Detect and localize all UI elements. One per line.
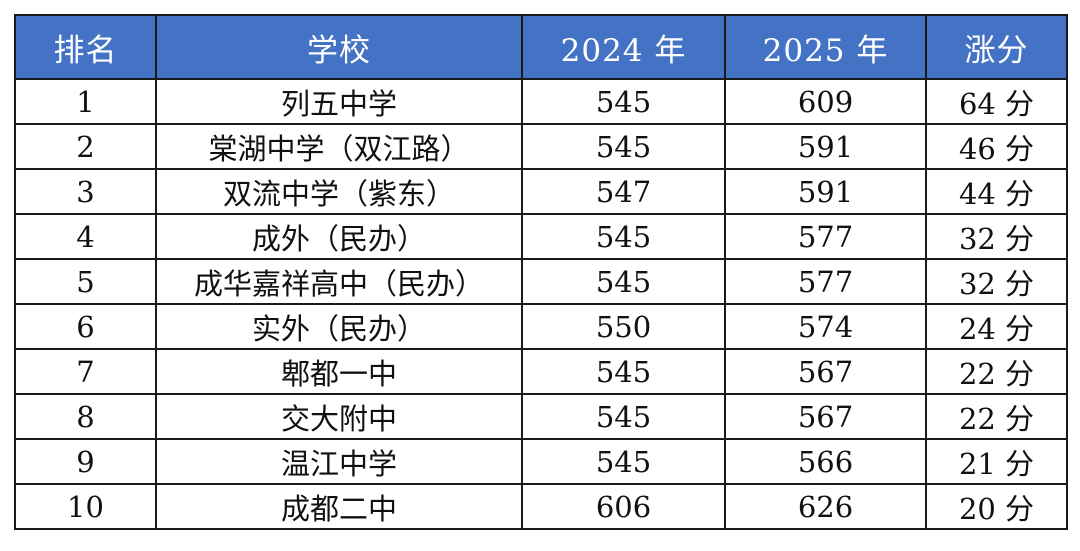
table-header: 排名 学校 2024 年 2025 年 涨分 xyxy=(14,14,1068,80)
table-row: 8 交大附中 545 567 22 分 xyxy=(14,393,1068,440)
header-2025: 2025 年 xyxy=(724,14,927,80)
school-cell: 郫都一中 xyxy=(155,348,523,395)
score-2024-cell: 545 xyxy=(521,258,726,305)
gain-cell: 46 分 xyxy=(925,123,1068,170)
score-2025-cell: 567 xyxy=(724,348,927,395)
score-2025-cell: 566 xyxy=(724,438,927,485)
school-cell: 实外（民办） xyxy=(155,303,523,350)
header-gain: 涨分 xyxy=(925,14,1068,80)
school-cell: 成华嘉祥高中（民办） xyxy=(155,258,523,305)
header-row: 排名 学校 2024 年 2025 年 涨分 xyxy=(14,14,1068,80)
rank-cell: 2 xyxy=(14,123,157,170)
gain-cell: 64 分 xyxy=(925,78,1068,125)
gain-cell: 44 分 xyxy=(925,168,1068,215)
score-table: 排名 学校 2024 年 2025 年 涨分 1 列五中学 545 609 64… xyxy=(14,14,1068,530)
gain-cell: 22 分 xyxy=(925,348,1068,395)
school-cell: 列五中学 xyxy=(155,78,523,125)
table-row: 5 成华嘉祥高中（民办） 545 577 32 分 xyxy=(14,258,1068,305)
gain-cell: 21 分 xyxy=(925,438,1068,485)
score-2025-cell: 591 xyxy=(724,123,927,170)
table-row: 1 列五中学 545 609 64 分 xyxy=(14,78,1068,125)
school-cell: 棠湖中学（双江路） xyxy=(155,123,523,170)
table-row: 4 成外（民办） 545 577 32 分 xyxy=(14,213,1068,260)
score-2025-cell: 609 xyxy=(724,78,927,125)
score-2024-cell: 545 xyxy=(521,213,726,260)
table-body: 1 列五中学 545 609 64 分 2 棠湖中学（双江路） 545 591 … xyxy=(14,78,1068,530)
rank-cell: 8 xyxy=(14,393,157,440)
rank-cell: 9 xyxy=(14,438,157,485)
rank-cell: 6 xyxy=(14,303,157,350)
score-2025-cell: 567 xyxy=(724,393,927,440)
table-row: 3 双流中学（紫东） 547 591 44 分 xyxy=(14,168,1068,215)
table-row: 2 棠湖中学（双江路） 545 591 46 分 xyxy=(14,123,1068,170)
score-2024-cell: 545 xyxy=(521,438,726,485)
table-row: 6 实外（民办） 550 574 24 分 xyxy=(14,303,1068,350)
gain-cell: 24 分 xyxy=(925,303,1068,350)
rank-cell: 1 xyxy=(14,78,157,125)
score-2024-cell: 606 xyxy=(521,483,726,530)
table-row: 10 成都二中 606 626 20 分 xyxy=(14,483,1068,530)
score-2025-cell: 577 xyxy=(724,213,927,260)
school-cell: 交大附中 xyxy=(155,393,523,440)
school-cell: 成外（民办） xyxy=(155,213,523,260)
rank-cell: 7 xyxy=(14,348,157,395)
score-2024-cell: 550 xyxy=(521,303,726,350)
rank-cell: 4 xyxy=(14,213,157,260)
gain-cell: 20 分 xyxy=(925,483,1068,530)
score-2024-cell: 545 xyxy=(521,393,726,440)
score-2024-cell: 545 xyxy=(521,348,726,395)
score-2025-cell: 574 xyxy=(724,303,927,350)
score-2024-cell: 547 xyxy=(521,168,726,215)
gain-cell: 32 分 xyxy=(925,213,1068,260)
gain-cell: 32 分 xyxy=(925,258,1068,305)
rank-cell: 5 xyxy=(14,258,157,305)
rank-cell: 3 xyxy=(14,168,157,215)
header-school: 学校 xyxy=(155,14,523,80)
school-cell: 成都二中 xyxy=(155,483,523,530)
school-cell: 温江中学 xyxy=(155,438,523,485)
score-2025-cell: 591 xyxy=(724,168,927,215)
school-cell: 双流中学（紫东） xyxy=(155,168,523,215)
score-2024-cell: 545 xyxy=(521,123,726,170)
score-2025-cell: 626 xyxy=(724,483,927,530)
table-row: 7 郫都一中 545 567 22 分 xyxy=(14,348,1068,395)
score-2024-cell: 545 xyxy=(521,78,726,125)
gain-cell: 22 分 xyxy=(925,393,1068,440)
score-2025-cell: 577 xyxy=(724,258,927,305)
rank-cell: 10 xyxy=(14,483,157,530)
table-row: 9 温江中学 545 566 21 分 xyxy=(14,438,1068,485)
header-2024: 2024 年 xyxy=(521,14,726,80)
header-rank: 排名 xyxy=(14,14,157,80)
